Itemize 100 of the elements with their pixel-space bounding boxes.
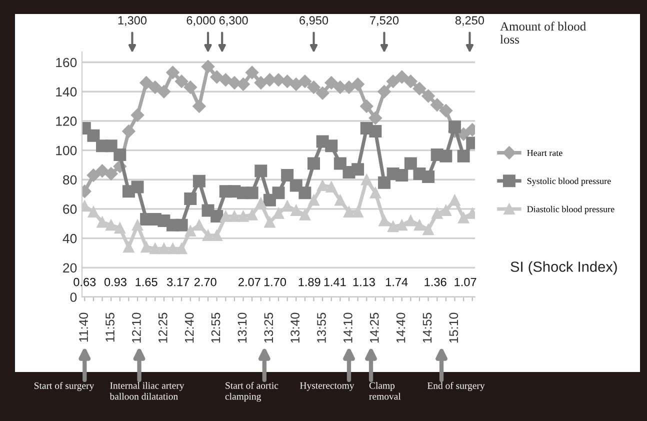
annotation: 1.36 <box>424 278 446 286</box>
point <box>290 78 303 91</box>
point <box>220 210 232 222</box>
point <box>324 76 338 90</box>
point <box>307 80 320 94</box>
point <box>439 104 453 118</box>
y-tick-label: 40 <box>62 234 77 244</box>
point <box>343 206 355 218</box>
annotation: 0.93 <box>104 278 126 286</box>
x-tick-label: 12:40 <box>184 312 194 343</box>
point <box>369 124 382 138</box>
point <box>211 230 222 241</box>
point <box>114 222 126 234</box>
point <box>412 82 426 96</box>
text: 6,300 <box>219 16 248 26</box>
text: 6,950 <box>300 16 328 26</box>
x-tick-label: 13:55 <box>317 312 326 343</box>
annotation: 2.07 <box>238 278 260 286</box>
point <box>281 168 294 182</box>
point <box>352 163 364 176</box>
annotation: 1.07 <box>454 278 476 286</box>
point <box>166 66 180 80</box>
point <box>290 204 302 216</box>
x-tick-label: 11:55 <box>106 312 114 342</box>
text: Amount of blood loss <box>500 22 586 44</box>
legend-label: Diastolic blood pressure <box>527 206 614 214</box>
point <box>387 221 399 232</box>
point <box>140 242 152 253</box>
point <box>192 100 206 113</box>
point <box>228 210 240 222</box>
point <box>422 170 435 183</box>
point <box>114 148 126 161</box>
point <box>184 225 196 237</box>
point <box>352 206 364 218</box>
point <box>378 85 391 98</box>
point <box>422 224 434 236</box>
x-tick-label: 15:10 <box>449 312 458 343</box>
x-tick-label: 14:10 <box>343 312 352 343</box>
y-tick-label: 20 <box>63 263 77 273</box>
annotation: 1.70 <box>264 278 286 286</box>
text: 1,300 <box>118 16 147 26</box>
point <box>104 140 118 152</box>
point <box>432 208 443 219</box>
y-tick-label: 140 <box>56 87 77 97</box>
point <box>140 76 153 90</box>
point <box>316 86 330 100</box>
point <box>176 243 188 254</box>
point <box>361 174 372 186</box>
point <box>122 124 136 138</box>
point <box>440 204 452 216</box>
point <box>87 129 100 142</box>
text: 7,520 <box>370 16 399 26</box>
point <box>158 243 170 254</box>
point <box>386 74 400 88</box>
point <box>192 174 206 188</box>
x-tick-label: 12:25 <box>158 312 168 343</box>
point <box>405 215 416 226</box>
point <box>449 194 460 206</box>
point <box>404 74 418 88</box>
point <box>396 220 408 231</box>
point <box>254 76 268 90</box>
x-tick-label: 13:10 <box>238 312 247 343</box>
point <box>210 70 224 84</box>
point <box>378 176 390 189</box>
x-tick-label: 11:40 <box>79 312 88 342</box>
point <box>106 220 117 231</box>
point <box>395 70 408 84</box>
point <box>238 210 249 222</box>
point <box>308 194 320 206</box>
point <box>422 89 435 103</box>
text: 8,250 <box>455 16 484 26</box>
point <box>264 216 276 228</box>
point <box>86 168 100 182</box>
point <box>246 209 258 220</box>
text: End of surgery <box>427 382 485 391</box>
annotation: 1.41 <box>324 278 346 286</box>
point <box>210 210 224 223</box>
point <box>272 186 285 200</box>
point <box>378 215 390 226</box>
point <box>307 157 320 170</box>
x-tick-label: 13:25 <box>264 312 274 343</box>
point <box>194 220 205 231</box>
point <box>414 220 426 231</box>
point <box>360 100 374 113</box>
point <box>370 187 381 198</box>
y-tick-label: 100 <box>56 146 77 156</box>
point <box>96 164 109 178</box>
text: SI (Shock Index) <box>510 261 617 275</box>
point <box>130 108 144 122</box>
annotation: 3.17 <box>167 278 189 286</box>
point <box>298 74 312 88</box>
point <box>440 150 452 162</box>
point <box>96 216 108 228</box>
text: Clamp removal <box>369 382 401 400</box>
x-tick-label: 13:40 <box>290 312 300 343</box>
point <box>368 111 382 125</box>
annotation: 1.13 <box>353 278 375 286</box>
point <box>326 181 337 193</box>
x-tick-label: 14:55 <box>422 312 432 343</box>
x-tick-label: 14:25 <box>370 312 379 343</box>
